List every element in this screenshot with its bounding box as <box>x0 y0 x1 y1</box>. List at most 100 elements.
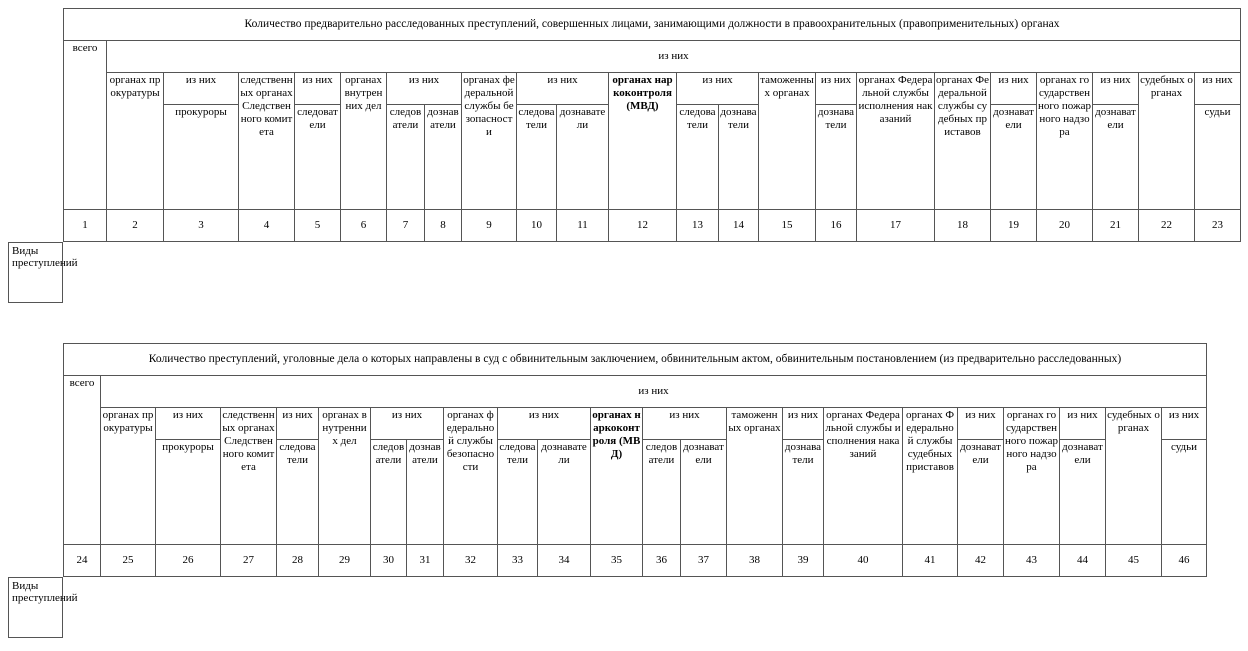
column-number: 45 <box>1105 544 1162 577</box>
group-header: из них <box>155 407 221 440</box>
table-row: 1 2 3 4 5 6 7 8 9 10 11 12 13 14 15 16 17 18 19 20 21 22 23 <box>63 209 1241 242</box>
table-row: Количество предварительно расследованных… <box>63 8 1241 41</box>
group-header: из них <box>676 72 759 105</box>
group-header: из них <box>957 407 1004 440</box>
column-header: органах федеральной службы безопасности <box>443 407 498 545</box>
sub-header: следователи <box>642 439 681 545</box>
column-header: таможенных органах <box>758 72 816 210</box>
group-header: из них <box>1059 407 1106 440</box>
table-row: органах прокуратуры из них следственных ор… <box>64 72 1241 210</box>
column-number: 1 <box>63 209 107 242</box>
column-number: 43 <box>1003 544 1060 577</box>
sub-header: следователи <box>386 104 425 210</box>
column-number: 18 <box>934 209 991 242</box>
sub-header: дознаватели <box>990 104 1037 210</box>
column-header: органах внутренних дел <box>340 72 387 210</box>
column-number: 40 <box>823 544 903 577</box>
group-header: из них <box>642 407 727 440</box>
column-header: органах внутренних дел <box>318 407 371 545</box>
group-header: из них <box>815 72 857 105</box>
column-number: 39 <box>782 544 824 577</box>
row-label: Виды преступлений <box>8 577 78 638</box>
column-number: 26 <box>155 544 221 577</box>
sub-header: дознаватели <box>782 439 824 545</box>
column-header: следственных органах Следственного комит… <box>238 72 295 210</box>
column-number: 44 <box>1059 544 1106 577</box>
row-label: Виды преступлений <box>8 242 78 303</box>
column-header: судебных органах <box>1105 407 1162 545</box>
column-number: 14 <box>718 209 759 242</box>
column-number: 38 <box>726 544 783 577</box>
sub-header: следователи <box>276 439 319 545</box>
column-number: 31 <box>406 544 444 577</box>
column-header: органах Федеральной службы судебных прис… <box>934 72 991 210</box>
column-number: 28 <box>276 544 319 577</box>
group-header: из них <box>1161 407 1207 440</box>
column-header: органах наркоконтроля (МВД) <box>590 407 643 545</box>
column-number: 12 <box>608 209 677 242</box>
column-number: 5 <box>294 209 341 242</box>
sub-header: дознаватели <box>957 439 1004 545</box>
column-header: органах прокуратуры <box>100 407 156 545</box>
column-number: 24 <box>63 544 101 577</box>
column-number: 25 <box>100 544 156 577</box>
column-header: органах федеральной службы безопасности <box>461 72 517 210</box>
column-number: 15 <box>758 209 816 242</box>
table: Количество преступлений, уголовные дела … <box>63 343 1207 577</box>
column-number: 16 <box>815 209 857 242</box>
sub-header: прокуроры <box>163 104 239 210</box>
column-number: 46 <box>1161 544 1207 577</box>
column-number: 7 <box>386 209 425 242</box>
group-header: из них <box>163 72 239 105</box>
table-row: всего из них <box>63 40 1241 210</box>
subheader: из них <box>100 375 1207 408</box>
group-header: из них <box>276 407 319 440</box>
table-row: всего из них <box>63 375 1207 545</box>
column-number: 37 <box>680 544 727 577</box>
sub-header: дознаватели <box>1092 104 1139 210</box>
table-title: Количество преступлений, уголовные дела … <box>63 343 1207 376</box>
sub-header: дознаватели <box>556 104 609 210</box>
sub-header: дознаватели <box>680 439 727 545</box>
column-number: 17 <box>856 209 935 242</box>
column-number: 11 <box>556 209 609 242</box>
column-number: 3 <box>163 209 239 242</box>
column-number: 33 <box>497 544 538 577</box>
column-number: 30 <box>370 544 407 577</box>
sub-header: следователи <box>497 439 538 545</box>
column-number: 19 <box>990 209 1037 242</box>
sub-header: дознаватели <box>406 439 444 545</box>
column-header: судебных органах <box>1138 72 1195 210</box>
column-header: органах Федеральной службы судебных прис… <box>902 407 958 545</box>
sub-header: следователи <box>676 104 719 210</box>
column-number: 41 <box>902 544 958 577</box>
group-header: из них <box>782 407 824 440</box>
sub-header: дознаватели <box>718 104 759 210</box>
total-header: всего <box>63 375 101 545</box>
column-number: 6 <box>340 209 387 242</box>
table-row: прокуроры следователи следователи дознавате… <box>64 439 1207 545</box>
column-number: 22 <box>1138 209 1195 242</box>
group-header: из них <box>1092 72 1139 105</box>
column-header: органах государственного пожарного надзо… <box>1036 72 1093 210</box>
group-header: из них <box>990 72 1037 105</box>
column-header: органах наркоконтроля (МВД) <box>608 72 677 210</box>
column-number: 34 <box>537 544 591 577</box>
total-header: всего <box>63 40 107 210</box>
column-number: 4 <box>238 209 295 242</box>
column-number: 42 <box>957 544 1004 577</box>
group-header: из них <box>1194 72 1241 105</box>
column-number: 27 <box>220 544 277 577</box>
table-row: 24 25 26 27 28 29 30 31 32 33 34 35 36 37 38 39 40 41 42 43… <box>63 544 1207 577</box>
sub-header: прокуроры <box>155 439 221 545</box>
sub-header: дознаватели <box>815 104 857 210</box>
column-number: 29 <box>318 544 371 577</box>
group-header: из них <box>516 72 609 105</box>
column-number: 36 <box>642 544 681 577</box>
sub-header: следователи <box>370 439 407 545</box>
column-number: 13 <box>676 209 719 242</box>
sub-header: дознаватели <box>424 104 462 210</box>
table-row: Количество преступлений, уголовные дела … <box>63 343 1207 376</box>
column-number: 20 <box>1036 209 1093 242</box>
